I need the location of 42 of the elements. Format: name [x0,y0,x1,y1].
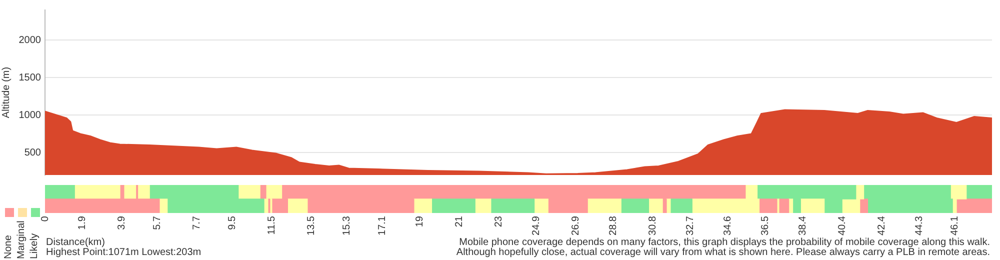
bar [287,198,308,213]
x-tick-label: 17.1 [377,216,388,236]
x-tick-label: 32.7 [684,216,696,236]
x-tick-label: 5.7 [152,216,164,230]
x-tick-label: 44.3 [914,216,925,236]
bar [137,185,150,200]
bar [758,198,778,213]
x-tick-label: 24.9 [531,216,542,236]
x-tick-label: 23 [494,216,505,228]
x-tick-label: 0 [40,216,51,222]
x-tick-label: 13.5 [306,216,318,236]
text: Likely [29,232,40,259]
x-tick-label: 42.4 [876,216,888,236]
y-tick-label: 2000 [18,34,42,46]
x-tick-label: 28.8 [608,216,619,236]
x-tick-label: 30.8 [647,216,658,236]
y-axis-title: Altitude (m) [0,66,12,118]
text: Although hopefully close, actual coverage will vary from what is shown here. Please always carry a PLB in remote areas. [456,247,990,258]
text: Highest Point:1071m Lowest:203m [46,247,202,258]
x-tick-label: 21 [454,216,466,228]
x-tick-label: 26.9 [570,216,582,236]
text: None [3,234,14,259]
x-tick-label: 40.4 [836,216,848,236]
x-tick-label: 46.1 [949,216,960,236]
x-tick-label: 11.5 [266,216,278,235]
x-tick-label: 3.9 [116,216,128,230]
x-axis-title: Distance(km) [46,237,105,248]
y-tick-label: 500 [24,147,42,158]
x-tick-label: 34.6 [722,216,734,236]
x-tick-label: 15.3 [342,216,353,236]
x-tick-label: 36.5 [760,216,771,236]
bar [124,185,136,200]
x-tick-label: 1.9 [77,216,88,230]
y-tick-label: 1500 [18,72,42,84]
y-tick-label: 1000 [18,110,42,121]
bar [778,198,790,213]
text: Mobile phone coverage depends on many factors, this graph displays the probability of mobile coverage along this walk. [459,237,990,248]
x-tick-label: 19 [414,216,426,228]
x-tick-label: 7.7 [192,216,203,230]
text: Marginal [16,220,27,259]
x-tick-label: 38.4 [797,216,808,236]
x-tick-label: 9.5 [227,216,238,230]
